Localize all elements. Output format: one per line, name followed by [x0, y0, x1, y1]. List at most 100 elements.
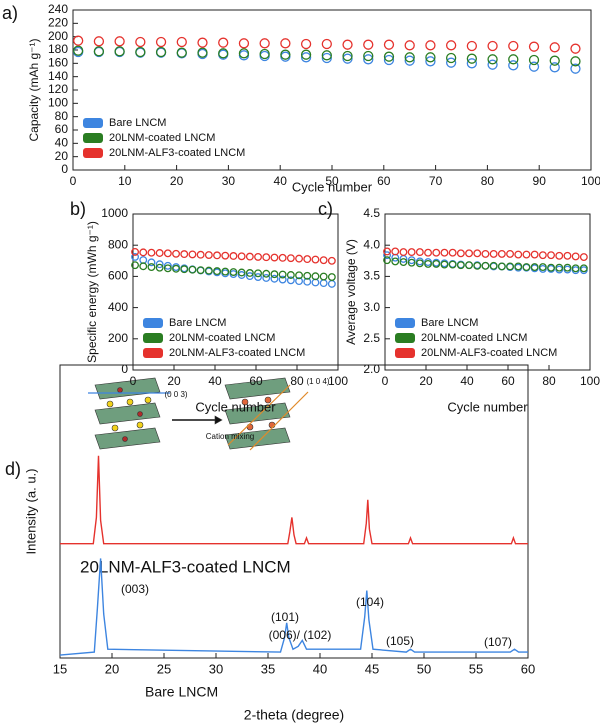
- marker: [424, 259, 432, 268]
- marker: [506, 249, 514, 258]
- marker: [466, 53, 478, 64]
- marker: [497, 262, 506, 271]
- marker: [213, 267, 221, 276]
- y-tick-label: 0: [121, 362, 128, 376]
- marker: [172, 249, 180, 258]
- marker: [497, 249, 506, 258]
- marker: [514, 262, 523, 271]
- marker: [131, 247, 139, 256]
- marker: [570, 56, 581, 67]
- marker: [73, 35, 84, 46]
- marker: [425, 56, 436, 67]
- marker: [407, 258, 416, 267]
- x-axis-label: Cycle number: [195, 399, 276, 414]
- x-tick-label: 20: [170, 174, 184, 188]
- legend-swatch: [83, 133, 103, 143]
- panel-label: b): [70, 199, 86, 219]
- y-tick-label: 800: [108, 237, 128, 251]
- marker: [270, 270, 279, 279]
- x-tick-label: 80: [481, 174, 495, 188]
- marker: [407, 256, 416, 265]
- marker: [172, 264, 180, 273]
- marker: [262, 274, 271, 282]
- x-tick-label: 20: [167, 374, 181, 388]
- marker: [139, 262, 148, 271]
- marker: [528, 54, 540, 66]
- atom: [246, 423, 254, 431]
- x-tick-label: 60: [249, 374, 263, 388]
- marker: [487, 54, 498, 65]
- marker: [155, 46, 167, 58]
- marker: [465, 249, 473, 258]
- x-tick-label: 30: [222, 174, 236, 188]
- marker: [259, 50, 270, 62]
- x-tick-label: 90: [533, 174, 547, 188]
- marker: [383, 51, 395, 62]
- atom: [144, 396, 152, 404]
- marker: [237, 268, 246, 277]
- legend-label: 20LNM-ALF3-coated LNCM: [109, 147, 245, 159]
- marker: [295, 254, 303, 263]
- y-tick-label: 120: [48, 82, 68, 96]
- marker: [245, 272, 254, 281]
- marker: [404, 52, 415, 63]
- legend-label: 20LNM-coated LNCM: [109, 132, 215, 144]
- marker: [163, 261, 172, 270]
- legend-label: Bare LNCM: [169, 317, 226, 329]
- x-tick-label: 0: [382, 374, 389, 388]
- marker: [549, 55, 560, 66]
- marker: [579, 253, 588, 262]
- y-axis-label: Average voltage (V): [344, 239, 358, 345]
- marker: [404, 40, 415, 51]
- marker: [424, 248, 432, 257]
- marker: [319, 256, 328, 265]
- marker: [383, 39, 395, 50]
- marker: [456, 249, 465, 258]
- marker: [218, 37, 229, 48]
- annotation: (101): [271, 610, 299, 624]
- y-tick-label: 3.5: [363, 269, 380, 283]
- marker: [176, 47, 187, 58]
- marker: [204, 251, 213, 259]
- marker: [280, 38, 291, 49]
- x-tick-label: 50: [417, 661, 431, 676]
- annotation: (003): [121, 582, 149, 596]
- marker: [238, 38, 250, 49]
- marker: [473, 249, 482, 258]
- marker: [254, 269, 262, 278]
- marker: [280, 49, 291, 60]
- marker: [571, 252, 580, 261]
- marker: [213, 251, 221, 260]
- arrow-head: [214, 415, 223, 425]
- marker: [425, 52, 436, 63]
- marker: [530, 250, 539, 259]
- atom: [136, 421, 144, 429]
- marker: [327, 256, 336, 265]
- atom: [122, 436, 128, 442]
- marker: [489, 249, 498, 258]
- marker: [481, 249, 490, 258]
- x-tick-label: 10: [118, 174, 132, 188]
- x-tick-label: 25: [157, 661, 171, 676]
- marker: [237, 252, 246, 261]
- marker: [300, 49, 312, 60]
- marker: [155, 263, 164, 272]
- layer: [224, 377, 291, 400]
- marker: [245, 252, 254, 261]
- marker: [114, 46, 125, 57]
- marker: [319, 272, 328, 281]
- y-tick-label: 60: [55, 122, 69, 136]
- marker: [530, 263, 539, 271]
- y-tick-label: 160: [48, 56, 68, 70]
- y-axis-label: Specific energy (mWh g⁻¹): [85, 221, 99, 363]
- panel-label: a): [2, 3, 18, 23]
- pattern-line: [59, 558, 528, 656]
- y-axis-label: Capacity (mAh g⁻¹): [27, 38, 41, 141]
- marker: [473, 261, 482, 270]
- marker: [399, 258, 408, 266]
- x-tick-label: 0: [130, 374, 137, 388]
- x-tick-label: 20: [105, 661, 119, 676]
- marker: [229, 252, 238, 260]
- marker: [259, 38, 270, 49]
- marker: [391, 257, 400, 266]
